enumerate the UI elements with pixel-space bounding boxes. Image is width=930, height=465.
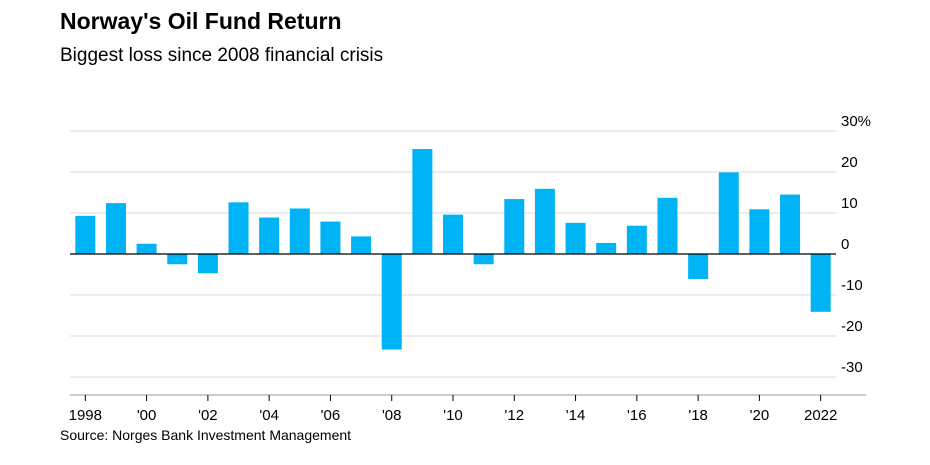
bar-2004 bbox=[259, 217, 280, 254]
bar-2002 bbox=[197, 254, 218, 274]
bar-1998 bbox=[75, 215, 96, 254]
bar-2017 bbox=[657, 197, 678, 254]
x-tick-label: '06 bbox=[321, 407, 341, 424]
bar-2013 bbox=[534, 188, 555, 254]
x-tick-label: '00 bbox=[137, 407, 157, 424]
x-tick-label: '14 bbox=[566, 407, 586, 424]
y-tick-label: 10 bbox=[841, 195, 858, 212]
y-tick-label: 30% bbox=[841, 113, 871, 130]
y-tick-label: -30 bbox=[841, 359, 863, 376]
bar-2018 bbox=[688, 254, 709, 280]
bar-1999 bbox=[105, 203, 126, 254]
x-tick-label: '02 bbox=[198, 407, 218, 424]
x-tick-labels: 1998 '00 '02 '04 '06 '08 '10 '12 '14 '16 '18 '20 202… bbox=[69, 407, 838, 424]
bar-2011 bbox=[473, 254, 494, 265]
bar-2006 bbox=[320, 221, 341, 254]
x-tick-label: '16 bbox=[627, 407, 647, 424]
x-tick-label: 1998 bbox=[69, 407, 102, 424]
bar-2015 bbox=[596, 242, 617, 254]
bar-2009 bbox=[412, 149, 433, 254]
y-tick-label: 20 bbox=[841, 154, 858, 171]
bar-2010 bbox=[443, 214, 463, 254]
bar-2014 bbox=[565, 222, 586, 254]
y-tick-label: -20 bbox=[841, 318, 863, 335]
axes bbox=[70, 253, 866, 401]
source-note: Source: Norges Bank Investment Managemen… bbox=[60, 427, 352, 443]
x-tick-label: '18 bbox=[688, 407, 708, 424]
x-tick-label: 2022 bbox=[804, 407, 837, 424]
x-tick-label: '12 bbox=[504, 407, 524, 424]
bar-2003 bbox=[228, 202, 249, 254]
x-tick-label: '20 bbox=[750, 407, 770, 424]
chart-title: Norway's Oil Fund Return bbox=[60, 8, 342, 34]
gridlines bbox=[70, 130, 836, 378]
y-tick-label: -10 bbox=[841, 277, 863, 294]
x-tick-label: '10 bbox=[443, 407, 463, 424]
bar-2007 bbox=[351, 236, 372, 254]
bar-2019 bbox=[718, 172, 739, 254]
x-tick-label: '08 bbox=[382, 407, 402, 424]
bar-2000 bbox=[136, 243, 157, 254]
bar-2021 bbox=[780, 194, 801, 254]
bar-2005 bbox=[289, 208, 310, 254]
bar-2022 bbox=[810, 254, 831, 312]
bar-2012 bbox=[504, 199, 525, 254]
bar-2001 bbox=[167, 254, 188, 265]
bar-2008 bbox=[381, 254, 402, 350]
bar-2016 bbox=[626, 225, 647, 254]
bars bbox=[75, 149, 831, 350]
y-tick-labels: 30% 20 10 0 -10 -20 -30 bbox=[841, 113, 871, 376]
x-tick-label: '04 bbox=[259, 407, 279, 424]
chart-subtitle: Biggest loss since 2008 financial crisis bbox=[60, 45, 384, 66]
bar-2020 bbox=[749, 209, 770, 254]
y-tick-label: 0 bbox=[841, 236, 849, 253]
